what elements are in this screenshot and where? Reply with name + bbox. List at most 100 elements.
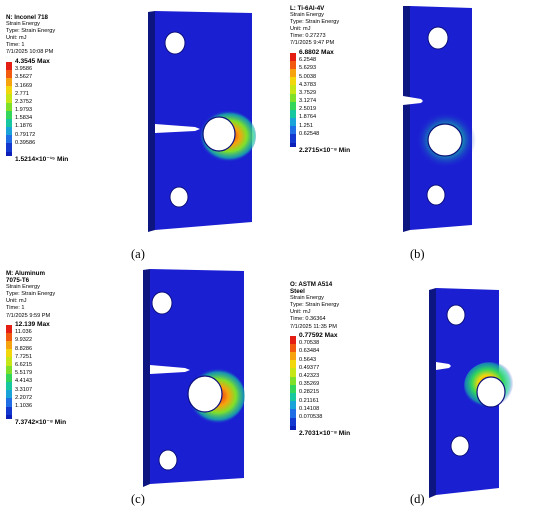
legend-a: N: Inconel 718 Strain Energy Type: Strai… [6,14,68,163]
scale-label: 11.036 [15,329,32,336]
result-time: Time: 0.36364 [290,316,326,323]
plate-side [403,6,410,232]
scale-row: 2.2072 [6,394,55,407]
scale-label: 0.070538 [299,413,323,420]
result-name: Strain Energy [290,12,324,19]
color-scale: 4.3545 Max 3.9586 3.5627 3.1669 2.771 2.3752 1… [6,58,68,163]
scale-swatch [6,324,12,333]
scale-label: 3.9586 [15,66,33,73]
scale-swatch [6,398,12,407]
scale-row: 11.036 [6,329,55,342]
scale-swatch [6,94,12,103]
scale-min-label: 7.3742×10⁻⁸ Min [15,419,67,427]
scale-swatch [6,357,12,366]
legend-d: O: ASTM A514 Steel Strain Energy Type: S… [290,281,350,437]
scale-swatch [6,143,12,152]
scale-row: 0.39586 [6,140,55,152]
scale-label: 0.35269 [299,381,320,388]
result-title: N: Inconel 718 [6,14,48,21]
scale-row: 0.5643 [290,356,339,369]
color-scale: 6.8802 Max 6.2548 5.6293 5.0038 4.3783 3.7529… [290,49,350,154]
scale-label: 1.8764 [299,114,317,121]
scale-row: 2.5019 [290,106,339,119]
scale-swatch [290,335,296,344]
scale-swatch [290,109,296,119]
scale-swatch [6,61,12,70]
legend-c: M: Aluminum 7075-T6 Strain Energy Type: … [6,270,66,426]
scale-label: 4.4143 [15,378,33,385]
scale-row: 1.5834 [6,115,55,128]
top-hole [151,291,173,315]
crack-notch [150,365,190,374]
scale-label: 2.2072 [15,394,33,401]
bottom-hole [426,184,446,206]
scale-label: 1.251 [299,122,313,129]
scale-row: 6.2548 [290,57,339,69]
scale-row: 2.2715×10⁻⁸ Min [290,142,350,154]
top-hole [446,304,466,326]
result-type: Type: Strain Energy [6,291,56,298]
scale-swatch [6,414,12,419]
result-name: Strain Energy [6,21,40,28]
scale-row: 2.7031×10⁻⁸ Min [290,425,350,437]
top-hole [427,26,449,50]
scale-label: 1.1876 [15,123,33,130]
scale-row: 0.70538 [290,340,339,353]
scale-label: 0.42323 [299,373,320,379]
scale-row: 0.62548 [290,130,339,143]
scale-row: 0.35269 [290,381,339,393]
scale-row: 1.1876 [6,123,55,136]
scale-swatch [6,86,12,95]
scale-swatch [6,349,12,358]
scale-row: 1.5214×10⁻¹⁵ Min [6,151,68,163]
scale-swatch [6,332,12,342]
plate-side [429,288,436,498]
crack-notch [155,124,200,133]
scale-row: 3.5627 [6,74,55,87]
scale-swatch [6,365,12,374]
caption-c: (c) [131,492,145,506]
scale-swatch [290,343,296,353]
result-date: 7/1/2025 10:08 PM [6,49,54,56]
scale-row: 1.8764 [290,114,339,127]
scale-row: 3.1669 [6,83,55,95]
scale-row: 0.77592 Max [290,332,339,344]
scale-swatch [290,101,296,110]
scale-row: 7.3742×10⁻⁸ Min [6,414,66,426]
scale-row: 5.6293 [290,65,339,78]
scale-row: 9.9322 [6,337,55,350]
legend-b: L: Ti-6Al-4V Strain Energy Type: Strain … [290,5,350,154]
scale-row: 6.6215 [6,362,55,374]
caption-d: (d) [410,492,425,506]
scale-label: 0.62548 [299,130,320,137]
scale-swatch [290,126,296,135]
scale-row: 3.7529 [290,90,339,102]
scale-label: 3.3107 [15,386,33,393]
result-unit: Unit: mJ [6,35,27,42]
scale-swatch [290,409,296,418]
scale-row: 1.9793 [6,107,55,119]
scale-swatch [290,376,296,385]
bottom-hole [169,186,189,208]
result-name: Strain Energy [6,284,40,291]
scale-min-label: 2.2715×10⁻⁸ Min [299,147,351,155]
scale-swatch [6,77,12,87]
result-time: Time: 1 [6,42,25,49]
scale-label: 0.5643 [299,356,317,363]
scale-label: 2.5019 [299,106,317,113]
plate-side [143,269,150,487]
scale-swatch [290,134,296,143]
scale-row: 0.63484 [290,348,339,361]
scale-swatch [290,77,296,86]
scale-row: 1.251 [290,122,339,135]
scale-label: 7.7251 [15,353,33,360]
scale-max-label: 4.3545 Max [15,57,50,65]
scale-swatch [6,373,12,382]
scale-row: 0.21161 [290,398,339,410]
scale-swatch [6,118,12,128]
scale-swatch [290,60,296,69]
scale-row: 0.79172 [6,132,55,144]
crack-notch [436,362,451,370]
